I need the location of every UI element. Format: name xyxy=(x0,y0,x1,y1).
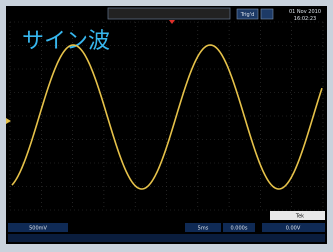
badge: Tek xyxy=(295,214,304,220)
record-view xyxy=(108,8,230,19)
status: Trig'd xyxy=(240,12,255,18)
timebase: 5ms xyxy=(198,226,209,232)
channel-scale: 500mV xyxy=(29,226,47,232)
position: 0.000s xyxy=(231,226,248,232)
oscilloscope-screen: Trig'd 01 Nov 2010 16:02:23 サイン波 Tek 500… xyxy=(0,0,333,252)
date: 01 Nov 2010 xyxy=(289,9,321,15)
page: Trig'd 01 Nov 2010 16:02:23 サイン波 Tek 500… xyxy=(0,0,333,252)
icon-box xyxy=(261,9,273,19)
menu-bar xyxy=(8,234,325,242)
title: サイン波 xyxy=(22,29,110,54)
trigger-level: 0.00V xyxy=(286,226,301,232)
time: 16:02:23 xyxy=(294,16,316,22)
